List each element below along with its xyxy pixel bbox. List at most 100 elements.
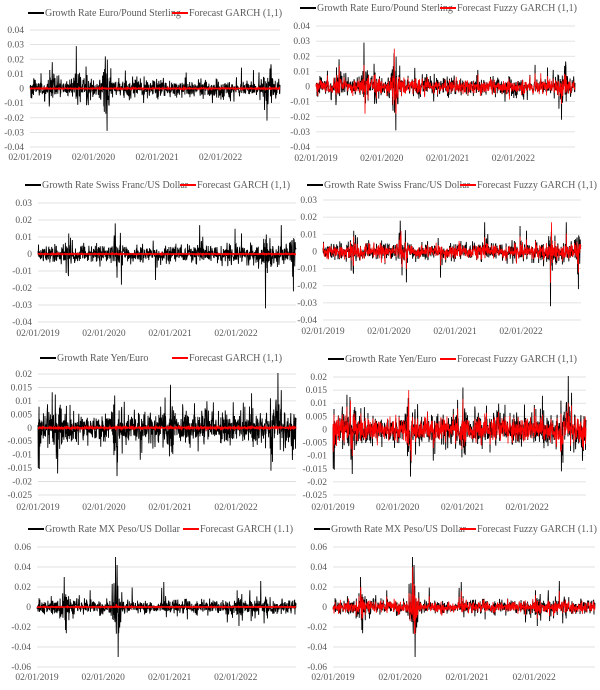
series-forecast-line [37, 251, 296, 257]
y-tick-label: 0.04 [14, 563, 31, 573]
chart-panel-7: -0.06 -0.04 -0.02 0 0.02 0.04 0.06 02/01/2019 02… [11, 524, 297, 683]
y-tick-label: -0.01 [290, 98, 310, 108]
y-tick-label: 0.005 [11, 410, 33, 420]
legend-label-forecast: Forecast Fuzzy GARCH (1.1) [477, 524, 597, 535]
legend-label-forecast: Forecast GARCH (1,1) [189, 353, 282, 364]
chart-panel-6: -0.025 -0.02 -0.015 -0.01 -0.005 0 0.005 0.01 0.… [302, 354, 587, 513]
x-tick-label: 02/01/2019 [311, 503, 355, 513]
x-tick-label: 02/01/2022 [512, 673, 556, 683]
y-tick-label: 0 [27, 250, 32, 260]
y-tick-label: 0.03 [15, 199, 32, 209]
chart-panel-5: -0.025 -0.02 -0.015 -0.01 -0.005 0 0.005 0.01 0.… [7, 353, 297, 513]
y-tick-label: -0.01 [12, 267, 32, 277]
y-tick-label: -0.005 [302, 439, 327, 449]
x-tick-label: 02/01/2022 [214, 503, 258, 513]
y-tick-label: 0.01 [310, 399, 327, 409]
y-tick-label: 0.015 [306, 386, 328, 396]
y-tick-label: 0.06 [14, 543, 31, 553]
y-tick-label: 0.01 [293, 67, 310, 77]
x-tick-label: 02/01/2021 [445, 673, 489, 683]
y-tick-label: -0.04 [307, 643, 327, 653]
y-tick-label: 0.01 [15, 397, 32, 407]
y-tick-label: 0.03 [300, 196, 317, 206]
y-tick-label: 0.01 [7, 70, 24, 80]
x-tick-label: 02/01/2021 [441, 503, 485, 513]
x-tick-label: 02/01/2022 [214, 673, 258, 683]
x-tick-label: 02/01/2020 [82, 673, 126, 683]
y-tick-label: -0.02 [11, 623, 31, 633]
series-forecast-line [315, 48, 576, 114]
x-tick-label: 02/01/2021 [426, 154, 470, 164]
x-tick-label: 02/01/2022 [199, 153, 243, 163]
x-tick-label: 02/01/2019 [16, 329, 60, 339]
y-tick-label: -0.04 [4, 143, 24, 153]
chart-panel-3: -0.04 -0.03 -0.02 -0.01 0 0.01 0.02 0.03 02/01/2… [12, 180, 297, 339]
series-forecast-line [36, 603, 297, 610]
x-tick-label: 02/01/2020 [82, 503, 126, 513]
x-tick-label: 02/01/2021 [148, 329, 192, 339]
legend-label-forecast: Forecast Fuzzy GARCH (1,1) [477, 180, 597, 191]
legend-label-growth: Growth Rate MX Peso/US Dollar [45, 524, 181, 535]
x-tick-label: 02/01/2021 [148, 503, 192, 513]
y-tick-label: 0.06 [310, 543, 327, 553]
x-tick-label: 02/01/2022 [506, 503, 550, 513]
y-tick-label: -0.04 [11, 643, 31, 653]
x-tick-label: 02/01/2022 [499, 327, 543, 337]
chart-panel-4: -0.04 -0.03 -0.02 -0.01 0 0.01 0.02 0.03 02/01/2… [297, 180, 597, 337]
y-tick-label: -0.02 [307, 478, 327, 488]
x-tick-label: 02/01/2019 [16, 503, 60, 513]
y-tick-label: 0 [312, 247, 317, 257]
legend-label-growth: Growth Rate Swiss Franc/US Dollar [324, 180, 471, 191]
x-tick-label: 02/01/2022 [214, 329, 258, 339]
x-tick-label: 02/01/2021 [135, 153, 179, 163]
legend-label-forecast: Forecast Fuzzy GARCH (1,1) [457, 3, 577, 14]
y-tick-label: 0.02 [300, 213, 317, 223]
series-forecast-line [29, 85, 281, 92]
x-tick-label: 02/01/2020 [72, 153, 116, 163]
legend-label-growth: Growth Rate Euro/Pound Sterling [45, 8, 181, 19]
x-tick-label: 02/01/2020 [378, 673, 422, 683]
legend-label-forecast: Forecast Fuzzy GARCH (1,1) [457, 354, 577, 365]
x-tick-label: 02/01/2022 [492, 154, 536, 164]
legend-label-growth: Growth Rate Euro/Pound Sterling [317, 3, 453, 14]
x-tick-label: 02/01/2019 [301, 327, 345, 337]
y-tick-label: -0.025 [7, 491, 32, 501]
y-tick-label: -0.03 [297, 299, 317, 309]
y-tick-label: 0.01 [300, 230, 317, 240]
series-forecast-line [37, 424, 297, 432]
y-tick-label: -0.04 [12, 318, 32, 328]
y-tick-label: -0.03 [4, 128, 24, 138]
y-tick-label: -0.02 [12, 478, 32, 488]
y-tick-label: 0 [26, 603, 31, 613]
y-tick-label: -0.04 [290, 143, 310, 153]
y-tick-label: -0.06 [11, 663, 31, 673]
chart-panel-8: -0.06 -0.04 -0.02 0 0.02 0.04 0.06 02/01/2019 02… [307, 524, 597, 683]
series-forecast-line [332, 390, 587, 461]
x-tick-label: 02/01/2019 [15, 673, 59, 683]
y-tick-label: -0.025 [302, 491, 327, 501]
legend-label-growth: Growth Rate Swiss Franc/US Dollar [42, 180, 189, 191]
y-tick-label: 0.02 [14, 583, 31, 593]
legend-label-growth: Growth Rate Yen/Euro [57, 353, 148, 364]
y-tick-label: 0.02 [7, 55, 24, 65]
y-tick-label: 0.02 [293, 52, 310, 62]
chart-panel-1: -0.04 -0.03 -0.02 -0.01 0 0.01 0.02 0.03 0.04 02/… [4, 8, 282, 163]
y-tick-label: 0.04 [310, 563, 327, 573]
y-tick-label: 0 [305, 83, 310, 93]
x-tick-label: 02/01/2020 [82, 329, 126, 339]
y-tick-label: -0.01 [297, 265, 317, 275]
x-tick-label: 02/01/2020 [376, 503, 420, 513]
y-tick-label: -0.02 [297, 282, 317, 292]
x-tick-label: 02/01/2019 [294, 154, 338, 164]
y-tick-label: -0.06 [307, 663, 327, 673]
y-tick-label: -0.015 [302, 465, 327, 475]
x-tick-label: 02/01/2019 [311, 673, 355, 683]
legend-label-forecast: Forecast GARCH (1,1) [197, 180, 290, 191]
y-tick-label: 0.03 [7, 41, 24, 51]
x-tick-label: 02/01/2021 [433, 327, 477, 337]
y-tick-label: 0 [322, 603, 327, 613]
y-tick-label: -0.01 [4, 99, 24, 109]
legend-label-forecast: Forecast GARCH (1.1) [200, 524, 293, 535]
series-growth-rate-line [37, 223, 297, 309]
